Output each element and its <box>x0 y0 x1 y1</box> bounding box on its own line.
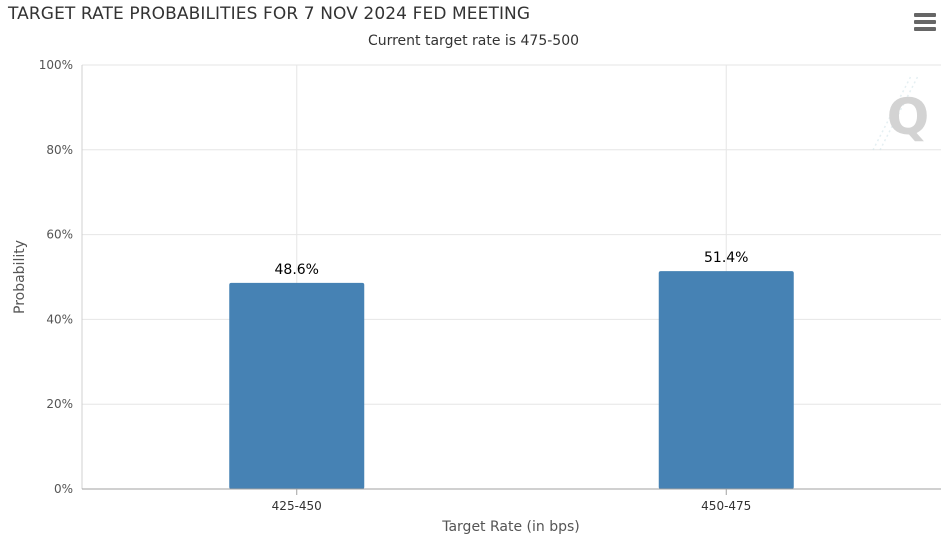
bar-425-450[interactable] <box>229 282 365 489</box>
x-tick-label: 450-475 <box>701 499 751 513</box>
bars <box>229 271 794 489</box>
data-labels: 48.6% 51.4% <box>275 250 749 278</box>
svg-text:Q: Q <box>887 88 930 146</box>
y-tick-label: 60% <box>46 228 73 242</box>
data-label: 48.6% <box>275 262 319 278</box>
chart-subtitle: Current target rate is 475-500 <box>367 33 580 49</box>
y-tick-label: 80% <box>46 143 73 157</box>
hamburger-menu-icon[interactable] <box>914 13 936 33</box>
y-axis-title: Probability <box>12 239 28 315</box>
y-tick-label: 0% <box>54 482 73 496</box>
y-tick-label: 100% <box>39 58 73 72</box>
x-tick-label: 425-450 <box>272 499 322 513</box>
data-label: 51.4% <box>704 250 748 266</box>
bar-450-475[interactable] <box>658 271 794 489</box>
x-axis-title: Target Rate (in bps) <box>442 519 580 535</box>
grid-lines <box>82 64 941 489</box>
axes: 0% 20% 40% 60% 80% 100% 425-450 450-475 <box>39 58 941 513</box>
chart-title: TARGET RATE PROBABILITIES FOR 7 NOV 2024… <box>8 4 531 24</box>
q-logo-icon: Q <box>872 75 930 151</box>
y-tick-label: 40% <box>46 312 73 326</box>
y-tick-label: 20% <box>46 397 73 411</box>
